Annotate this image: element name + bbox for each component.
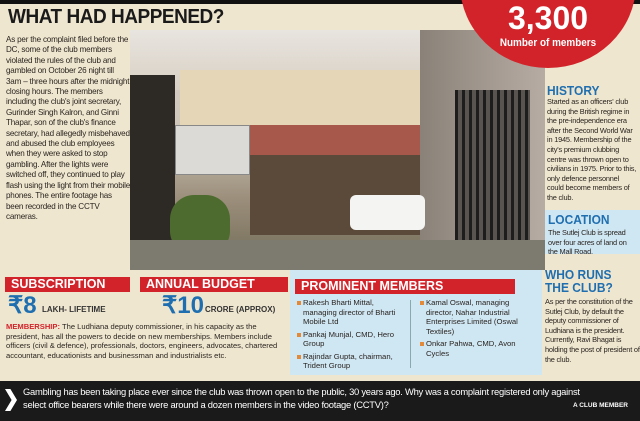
members-right-column: Kamal Oswal, managing director, Nahar In… (420, 298, 528, 361)
budget-amount: ₹10 (162, 292, 204, 319)
club-photo (130, 30, 545, 270)
quote-text: Gambling has been taking place ever sinc… (23, 386, 580, 410)
who-runs-heading: WHO RUNS THE CLUB? (545, 267, 613, 295)
headline: WHAT HAD HAPPENED? (8, 6, 224, 28)
location-section: LOCATION The Sutlej Club is spread over … (545, 210, 640, 257)
who-runs-text: As per the constitution of the Sutlej Cl… (545, 297, 640, 364)
budget-unit: CRORE (APPROX) (205, 305, 276, 314)
story-text: As per the complaint filed before the DC… (6, 35, 131, 221)
membership-text: MEMBERSHIP: The Ludhiana deputy commissi… (6, 322, 288, 360)
membership-body: The Ludhiana deputy commissioner, in his… (6, 322, 278, 360)
subscription-heading: SUBSCRIPTION (5, 277, 130, 292)
prominent-members-panel: PROMINENT MEMBERS Rakesh Bharti Mittal, … (290, 270, 542, 375)
history-text: Started as an officers' club during the … (547, 97, 637, 202)
quote-bar: Gambling has been taking place ever sinc… (0, 381, 640, 421)
members-count: 3,300 (507, 0, 589, 36)
budget-heading: ANNUAL BUDGET (140, 277, 288, 292)
member-item: Rajindar Gupta, chairman, Trident Group (297, 352, 405, 371)
chevron-right-icon (5, 389, 17, 411)
member-item: Rakesh Bharti Mittal, managing director … (297, 298, 405, 327)
top-border (0, 0, 640, 4)
subscription-unit: LAKH- LIFETIME (42, 305, 106, 314)
history-heading: HISTORY (547, 83, 600, 98)
history-section: HISTORY Started as an officers' club dur… (547, 84, 637, 203)
membership-label: MEMBERSHIP: (6, 322, 61, 331)
member-item: Onkar Pahwa, CMD, Avon Cycles (420, 339, 528, 358)
who-runs-section: WHO RUNS THE CLUB? As per the constituti… (545, 268, 640, 364)
prominent-members-heading: PROMINENT MEMBERS (295, 279, 515, 294)
member-item: Pankaj Munjal, CMD, Hero Group (297, 330, 405, 349)
location-heading: LOCATION (548, 212, 610, 227)
quote-attribution: A CLUB MEMBER (572, 402, 628, 409)
column-divider (410, 300, 411, 368)
members-count-label: Number of members (499, 37, 597, 49)
location-text: The Sutlej Club is spread over four acre… (548, 228, 627, 257)
subscription-amount: ₹8 (8, 292, 37, 319)
members-left-column: Rakesh Bharti Mittal, managing director … (297, 298, 405, 374)
member-item: Kamal Oswal, managing director, Nahar In… (420, 298, 528, 336)
